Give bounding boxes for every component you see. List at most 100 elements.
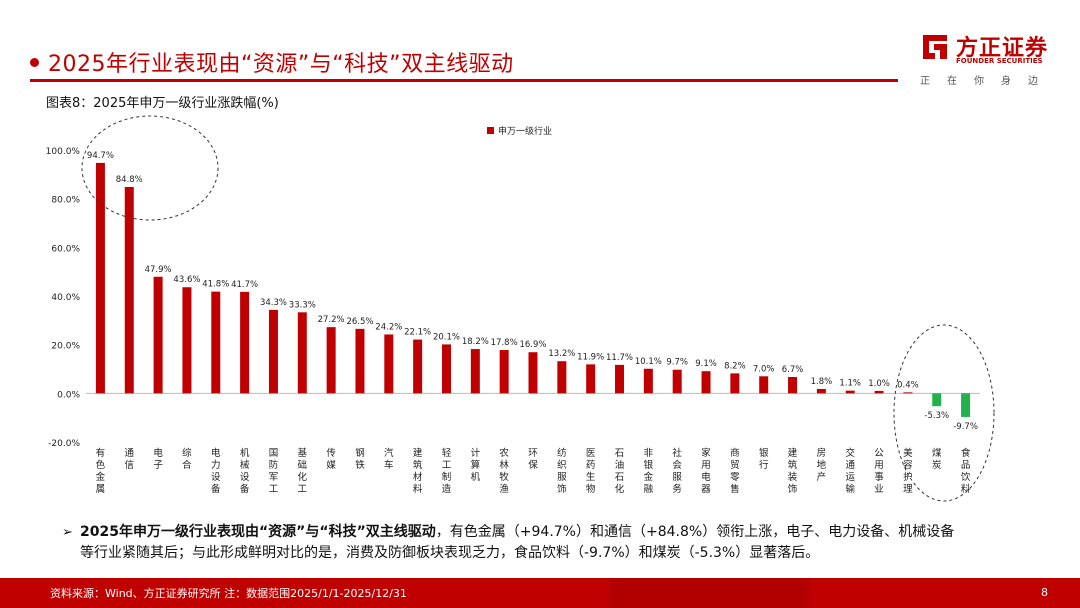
x-tick-label: 饮 bbox=[961, 471, 971, 483]
data-label: 6.7% bbox=[782, 365, 804, 375]
x-tick-label: 综 bbox=[182, 447, 192, 459]
x-tick-label: 贸 bbox=[730, 459, 740, 471]
data-label: 13.2% bbox=[548, 349, 575, 359]
data-label: 9.1% bbox=[695, 359, 717, 369]
x-tick-label: 国 bbox=[269, 448, 279, 459]
x-tick-label: 金 bbox=[644, 471, 654, 483]
footer-decor bbox=[610, 578, 810, 608]
x-tick-label: 算 bbox=[471, 459, 481, 471]
data-label: 24.2% bbox=[375, 322, 402, 332]
bar bbox=[441, 344, 451, 394]
data-label: 33.3% bbox=[289, 300, 316, 310]
data-label: 26.5% bbox=[346, 317, 373, 327]
x-tick-label: 社 bbox=[672, 447, 682, 459]
x-tick-label: 务 bbox=[672, 483, 682, 495]
x-tick-label: 通 bbox=[845, 460, 855, 471]
x-tick-label: 军 bbox=[269, 472, 279, 483]
logo-name-cn: 方正证券 bbox=[956, 36, 1049, 61]
data-label: 11.7% bbox=[606, 353, 633, 363]
x-tick-label: 生 bbox=[586, 471, 596, 483]
bar bbox=[211, 291, 221, 394]
x-tick-label: 通 bbox=[125, 448, 135, 459]
page-number: 8 bbox=[1041, 586, 1048, 599]
x-tick-label: 纺 bbox=[557, 447, 567, 459]
figure-caption: 图表8：2025年申万一级行业涨跌幅(%) bbox=[46, 96, 279, 111]
footer-bar: 资料来源：Wind、方正证券研究所 注：数据范围2025/1/1-2025/12… bbox=[0, 578, 1080, 608]
bar bbox=[297, 312, 307, 394]
bar bbox=[961, 393, 971, 417]
x-tick-label: 牧 bbox=[499, 471, 509, 483]
data-label: 27.2% bbox=[318, 315, 345, 325]
x-tick-label: 林 bbox=[499, 459, 509, 471]
summary-paragraph: ➢ 2025年申万一级行业表现由“资源”与“科技”双主线驱动，有色金属（+94.… bbox=[62, 522, 960, 564]
x-tick-label: 油 bbox=[615, 459, 625, 471]
data-label: 8.2% bbox=[724, 361, 746, 371]
highlight-ellipse-leaders bbox=[81, 115, 219, 221]
x-tick-label: 保 bbox=[528, 459, 538, 471]
page-title: 2025年行业表现由“资源”与“科技”双主线驱动 bbox=[48, 52, 514, 77]
title-bullet-icon bbox=[30, 58, 39, 67]
summary-body: ，有色金属（+94.7%）和通信（+84.8%）领衔上涨，电子、电力设备、机械设… bbox=[80, 524, 955, 561]
x-tick-label: 器 bbox=[701, 484, 711, 495]
x-tick-label: 子 bbox=[153, 460, 163, 471]
x-tick-label: 造 bbox=[442, 483, 452, 495]
bar bbox=[499, 350, 509, 394]
bar bbox=[903, 392, 913, 394]
x-tick-label: 售 bbox=[730, 483, 740, 495]
x-tick-label: 电 bbox=[153, 447, 163, 459]
data-label: -9.7% bbox=[953, 422, 978, 432]
x-tick-label: 用 bbox=[874, 460, 884, 471]
x-tick-label: 传 bbox=[326, 447, 336, 459]
logo-name-en: FOUNDER SECURITIES bbox=[956, 57, 1043, 65]
x-tick-label: 业 bbox=[874, 484, 884, 495]
data-label: 22.1% bbox=[404, 328, 431, 338]
x-tick-label: 房 bbox=[817, 447, 827, 459]
data-label: 1.0% bbox=[868, 379, 890, 389]
x-tick-label: 防 bbox=[269, 459, 279, 471]
x-tick-label: 汽 bbox=[384, 447, 394, 459]
bar bbox=[643, 368, 653, 394]
data-label: 41.7% bbox=[231, 280, 258, 290]
data-label: 20.1% bbox=[433, 332, 460, 342]
company-logo: 方正证券 FOUNDER SECURITIES 正在你身边 bbox=[920, 30, 1060, 87]
x-tick-label: 行 bbox=[759, 459, 769, 471]
x-tick-label: 设 bbox=[240, 472, 250, 483]
data-label: 18.2% bbox=[462, 337, 489, 347]
data-label: 11.9% bbox=[577, 352, 604, 362]
bar bbox=[95, 162, 105, 394]
data-label: 1.1% bbox=[839, 379, 861, 389]
y-tick-label: 0.0% bbox=[57, 390, 80, 400]
data-label: 16.9% bbox=[519, 340, 546, 350]
bar bbox=[874, 390, 884, 394]
bar bbox=[845, 390, 855, 394]
x-tick-label: 农 bbox=[499, 447, 509, 459]
x-tick-label: 备 bbox=[240, 483, 250, 495]
x-tick-label: 用 bbox=[701, 460, 711, 471]
x-tick-label: 服 bbox=[672, 472, 682, 483]
x-tick-label: 石 bbox=[615, 472, 625, 483]
x-tick-label: 美 bbox=[903, 447, 913, 459]
data-label: 43.6% bbox=[173, 275, 200, 285]
bar bbox=[701, 371, 711, 394]
bar bbox=[932, 393, 942, 407]
x-tick-label: 交 bbox=[845, 447, 855, 459]
data-label: 34.3% bbox=[260, 298, 287, 308]
data-label: 0.4% bbox=[897, 380, 919, 390]
bar bbox=[326, 327, 336, 394]
x-tick-label: 础 bbox=[298, 459, 308, 471]
bar bbox=[268, 309, 278, 394]
x-tick-label: 医 bbox=[586, 448, 596, 459]
x-tick-label: 电 bbox=[701, 471, 711, 483]
data-label: 7.0% bbox=[753, 364, 775, 374]
bar bbox=[182, 287, 192, 394]
x-tick-label: 饰 bbox=[557, 483, 567, 495]
x-tick-label: 化 bbox=[298, 471, 308, 483]
bar bbox=[816, 388, 826, 394]
x-tick-label: 设 bbox=[211, 472, 221, 483]
bar bbox=[355, 328, 365, 394]
x-tick-label: 银 bbox=[759, 447, 769, 459]
x-tick-label: 服 bbox=[557, 472, 567, 483]
data-label: 47.9% bbox=[145, 265, 172, 275]
bar bbox=[413, 339, 423, 394]
x-tick-label: 会 bbox=[672, 459, 682, 471]
